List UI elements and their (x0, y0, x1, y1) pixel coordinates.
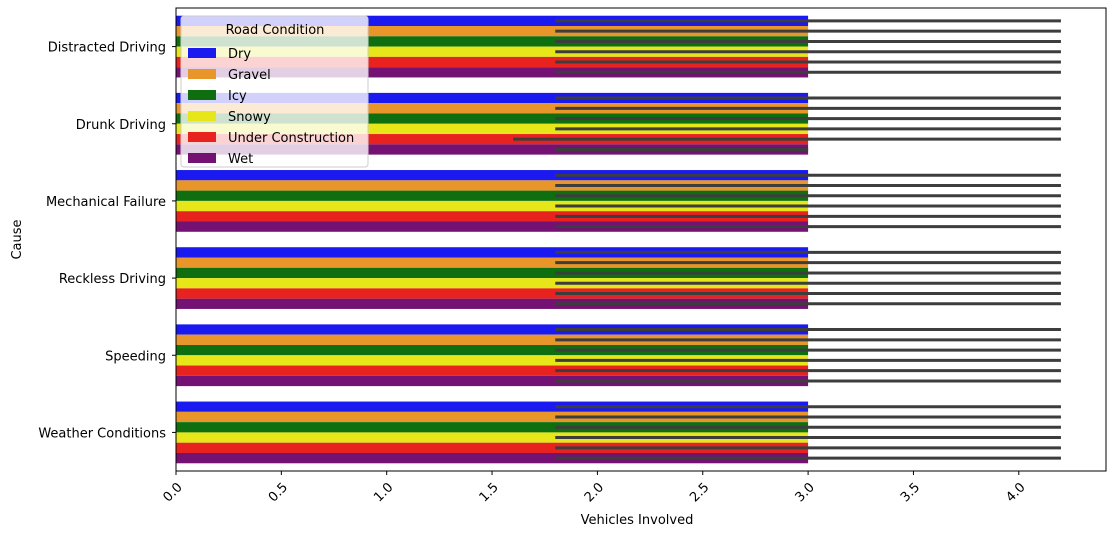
bar-gravel-mechanical-failure (176, 180, 809, 191)
x-tick-label: 0.5 (266, 480, 291, 505)
y-axis-title: Cause (10, 219, 25, 259)
legend-swatch (188, 111, 216, 121)
legend-swatch (188, 153, 216, 163)
bar-wet-weather-conditions (176, 452, 809, 464)
bars-layer (176, 15, 809, 464)
axes-layer (175, 7, 1107, 472)
bar-dry-drunk-driving (176, 92, 809, 104)
legend-swatch (188, 69, 216, 79)
y-tick-label: Weather Conditions (38, 426, 166, 441)
legend-swatch (188, 48, 216, 58)
bar-dry-reckless-driving (176, 247, 809, 258)
bar-dry-weather-conditions (176, 401, 809, 412)
legend-swatch (188, 90, 216, 100)
x-tick-label: 2.0 (582, 480, 607, 505)
bar-snowy-drunk-driving (176, 123, 809, 135)
bar-icy-drunk-driving (176, 113, 809, 124)
bar-wet-drunk-driving (176, 144, 809, 155)
y-tick-label: Speeding (105, 349, 166, 364)
legend: Road Condition Dry Gravel Icy Snowy Under Co… (180, 15, 369, 168)
bar-under-construction-speeding (176, 365, 809, 376)
bar-icy-distracted-driving (176, 36, 809, 47)
bar-gravel-distracted-driving (176, 26, 809, 37)
bar-wet-reckless-driving (176, 298, 809, 309)
bar-wet-distracted-driving (176, 67, 809, 78)
legend-label: Under Construction (228, 131, 354, 146)
x-tick-label: 2.5 (687, 480, 712, 505)
bar-gravel-weather-conditions (176, 411, 809, 423)
bar-snowy-distracted-driving (176, 46, 809, 57)
bar-dry-mechanical-failure (176, 170, 809, 181)
x-tick-label: 4.0 (1003, 480, 1028, 505)
legend-label: Gravel (228, 68, 271, 83)
bar-gravel-drunk-driving (176, 103, 809, 114)
legend-title: Road Condition (226, 23, 325, 38)
y-tick-label: Distracted Driving (48, 41, 166, 56)
x-tick-label: 1.0 (371, 480, 396, 505)
legend-label: Snowy (228, 110, 271, 125)
bar-gravel-reckless-driving (176, 257, 809, 268)
x-tick-label: 1.5 (477, 480, 502, 505)
plot-frame (175, 7, 1107, 472)
bar-under-construction-distracted-driving (176, 56, 809, 68)
bar-icy-weather-conditions (176, 422, 809, 433)
bar-under-construction-drunk-driving (176, 134, 809, 145)
legend-swatch (188, 132, 216, 142)
bar-under-construction-mechanical-failure (176, 211, 809, 222)
legend-box (180, 15, 369, 168)
legend-label: Dry (228, 47, 251, 62)
y-tick-label: Mechanical Failure (46, 195, 166, 210)
bar-under-construction-weather-conditions (176, 442, 809, 453)
x-tick-label: 0.0 (160, 480, 185, 505)
legend-label: Icy (228, 89, 247, 104)
legend-label: Wet (228, 152, 253, 167)
bar-snowy-reckless-driving (176, 278, 809, 289)
bar-gravel-speeding (176, 334, 809, 345)
bar-wet-speeding (176, 375, 809, 387)
bar-snowy-mechanical-failure (176, 200, 809, 212)
x-ticks: 0.0 0.5 1.0 1.5 2.0 2.5 3.0 3.5 4.0 (160, 471, 1029, 505)
y-tick-label: Reckless Driving (59, 272, 166, 287)
bar-snowy-weather-conditions (176, 432, 809, 443)
legend-items: Dry Gravel Icy Snowy Under Construction Wet (188, 47, 354, 167)
y-ticks: Distracted Driving Drunk Driving Mechanica… (38, 41, 176, 441)
x-tick-label: 3.0 (793, 480, 818, 505)
bar-icy-reckless-driving (176, 267, 809, 279)
bar-wet-mechanical-failure (176, 221, 809, 232)
errorbar-layer (513, 19, 1061, 460)
x-axis-title: Vehicles Involved (581, 513, 694, 528)
bar-icy-mechanical-failure (176, 190, 809, 201)
bar-icy-speeding (176, 344, 809, 356)
x-tick-label: 3.5 (898, 480, 923, 505)
y-tick-label: Drunk Driving (76, 118, 166, 133)
bar-under-construction-reckless-driving (176, 288, 809, 299)
bar-dry-speeding (176, 324, 809, 335)
bar-snowy-speeding (176, 355, 809, 366)
bar-dry-distracted-driving (176, 15, 809, 27)
